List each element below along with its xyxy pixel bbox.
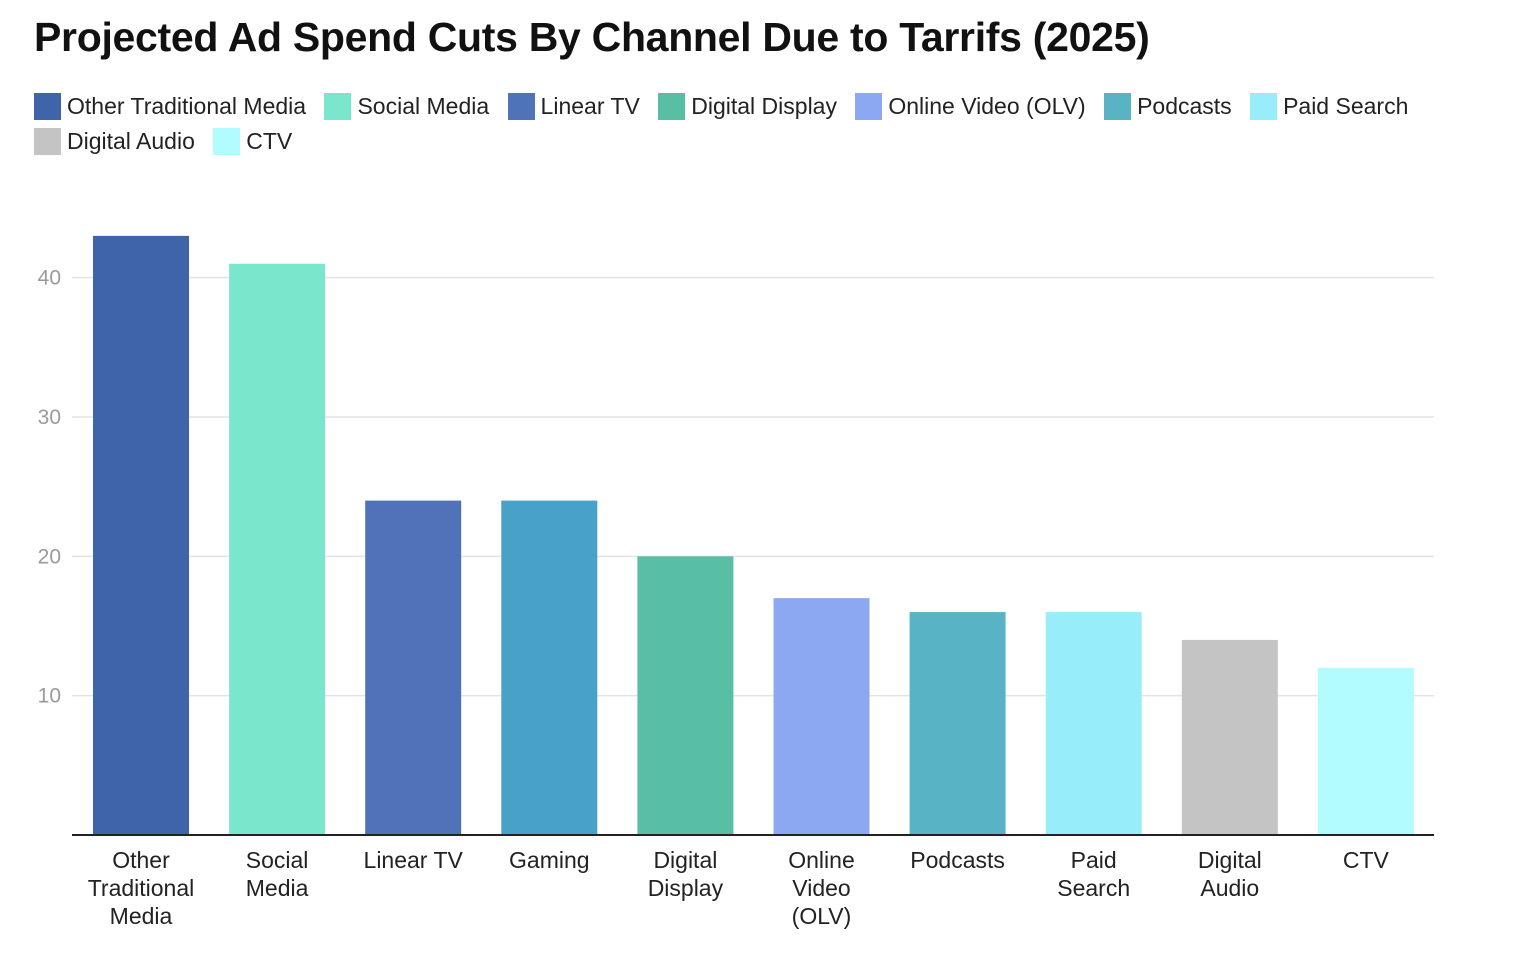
- bar: [909, 612, 1006, 835]
- x-tick-label: Other Traditional Media: [88, 847, 195, 929]
- bar: [501, 500, 598, 835]
- legend-label: Social Media: [357, 93, 490, 119]
- legend-swatch: [507, 93, 535, 120]
- x-tick-label: Linear TV: [364, 847, 464, 873]
- legend-label: Digital Display: [691, 93, 837, 119]
- bar: [1045, 612, 1142, 835]
- legend-swatch: [1104, 93, 1132, 120]
- legend-item: Digital Display: [658, 93, 837, 120]
- chart-title: Projected Ad Spend Cuts By Channel Due t…: [34, 14, 1150, 60]
- legend-swatch: [855, 93, 883, 120]
- legend-label: Podcasts: [1137, 93, 1232, 119]
- y-tick-label: 10: [38, 685, 61, 708]
- legend-label: Online Video (OLV): [888, 93, 1086, 119]
- bar: [365, 500, 462, 835]
- legend-label: CTV: [246, 128, 293, 154]
- legend-item: Linear TV: [507, 93, 640, 120]
- legend-swatch: [34, 128, 61, 155]
- x-axis-labels: Other Traditional Media Social Media Linear T…: [88, 847, 1390, 929]
- legend: Other Traditional Media Social Media Lin…: [34, 89, 1424, 159]
- legend-item: CTV: [213, 128, 293, 155]
- legend-label: Paid Search: [1283, 93, 1409, 119]
- legend-swatch: [213, 128, 241, 155]
- bars: [93, 235, 1414, 835]
- bar: [229, 263, 326, 835]
- x-tick-label: Podcasts: [910, 847, 1005, 873]
- x-tick-label: Paid Search: [1057, 847, 1130, 901]
- y-tick-label: 40: [38, 267, 61, 290]
- bar: [1317, 667, 1414, 835]
- bar: [1181, 639, 1278, 835]
- x-tick-label: Gaming: [509, 847, 590, 873]
- legend-item: Online Video (OLV): [855, 93, 1086, 120]
- x-tick-label: Online Video (OLV): [788, 847, 854, 929]
- legend-item: Social Media: [324, 93, 490, 120]
- bar: [773, 598, 870, 835]
- y-tick-label: 20: [38, 545, 61, 568]
- legend-label: Digital Audio: [67, 128, 195, 154]
- y-axis-ticks: 10 20 30 40: [38, 267, 61, 708]
- legend-swatch: [34, 93, 61, 120]
- legend-label: Linear TV: [540, 93, 640, 119]
- legend-item: Other Traditional Media: [34, 93, 307, 120]
- legend-swatch: [658, 93, 686, 120]
- legend-label: Other Traditional Media: [67, 93, 307, 119]
- bar: [637, 556, 734, 835]
- legend-item: Paid Search: [1250, 93, 1409, 120]
- legend-item: Digital Audio: [34, 128, 195, 155]
- y-tick-label: 30: [38, 406, 61, 429]
- x-tick-label: Social Media: [246, 847, 309, 901]
- legend-item: Podcasts: [1104, 93, 1232, 120]
- bar: [93, 235, 189, 835]
- legend-swatch: [324, 93, 352, 120]
- x-tick-label: Digital Display: [648, 847, 724, 901]
- x-tick-label: Digital Audio: [1198, 847, 1262, 901]
- legend-swatch: [1250, 93, 1278, 120]
- x-tick-label: CTV: [1343, 847, 1390, 873]
